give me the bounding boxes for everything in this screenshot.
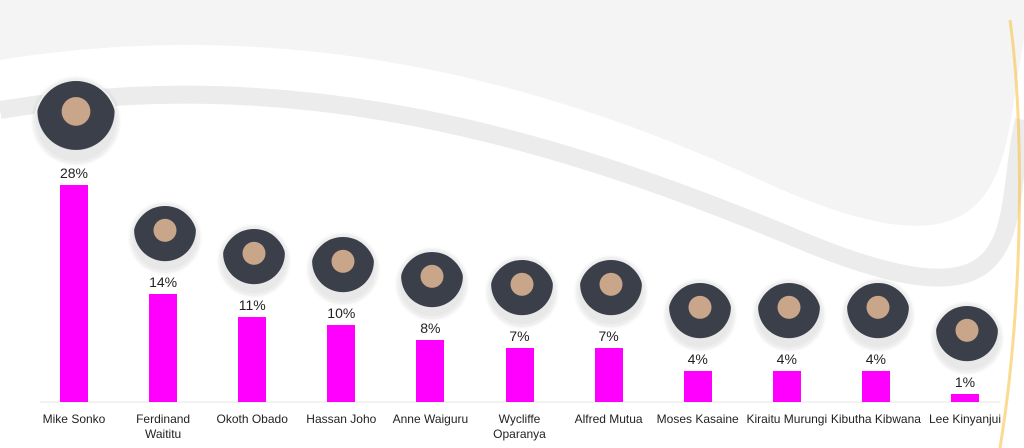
value-label: 10% <box>327 304 356 321</box>
value-label: 14% <box>149 273 178 290</box>
bar <box>60 185 88 402</box>
x-tick-label: Ferdinand Waititu <box>136 412 191 441</box>
candidate-photo <box>665 281 734 349</box>
x-tick-label: Okoth Obado <box>216 412 288 426</box>
candidate-photo <box>398 250 467 318</box>
bar <box>861 371 890 402</box>
bar <box>683 371 712 402</box>
candidate-photo <box>754 281 823 349</box>
candidate-photo <box>933 304 1001 373</box>
bar <box>951 394 979 402</box>
bar <box>594 347 623 402</box>
value-label: 4% <box>865 351 887 367</box>
x-tick-label: Hassan Joho <box>306 412 377 426</box>
x-tick-label: Mike Sonko <box>42 412 106 426</box>
candidate-photo <box>220 226 289 295</box>
candidate-photo <box>843 281 912 349</box>
x-tick-label: Kibutha Kibwana <box>830 412 921 426</box>
candidate-photo <box>131 203 200 272</box>
value-label: 1% <box>954 374 976 391</box>
bar <box>149 293 178 402</box>
value-label: 11% <box>238 296 266 313</box>
value-label: 7% <box>598 327 619 344</box>
value-label: 8% <box>420 320 441 336</box>
bar <box>238 316 267 402</box>
x-tick-label: Moses Kasaine <box>656 412 739 426</box>
x-tick-label: Lee Kinyanjui <box>928 412 1002 426</box>
x-tick-label: Anne Waiguru <box>392 412 469 426</box>
value-label: 7% <box>509 327 530 344</box>
x-tick-label: Alfred Mutua <box>574 412 643 426</box>
candidate-photo <box>309 234 378 303</box>
x-tick-label: Kiraitu Murungi <box>746 412 828 426</box>
candidate-photo <box>576 257 645 326</box>
bar <box>327 324 356 402</box>
bar <box>772 371 801 402</box>
value-label: 4% <box>776 351 797 367</box>
x-tick-label: Wycliffe Oparanya <box>493 412 546 441</box>
value-label: 4% <box>687 351 708 367</box>
candidate-photo <box>487 257 556 326</box>
candidate-photo <box>34 79 118 163</box>
bar <box>416 340 445 402</box>
bar <box>505 347 534 402</box>
value-label: 28% <box>59 165 89 181</box>
